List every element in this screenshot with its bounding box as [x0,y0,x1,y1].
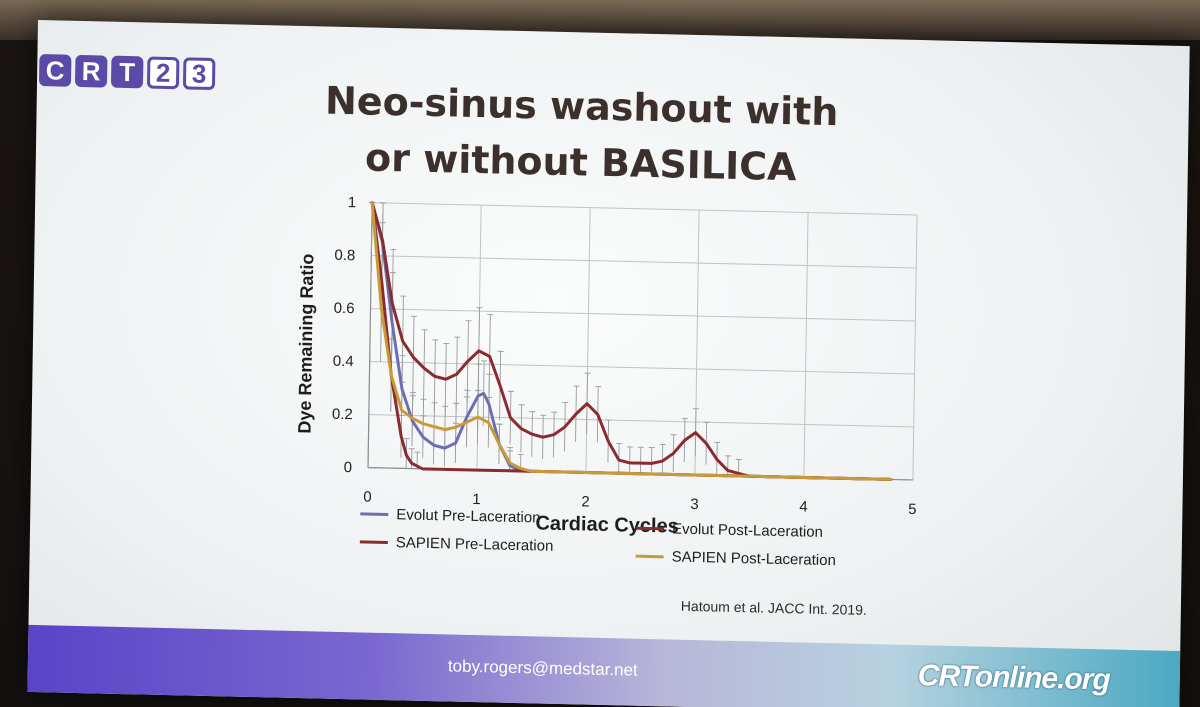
washout-chart: 0 1 2 3 4 5 0 0.2 0.4 0.6 0.8 1 Cardiac Cycles Dye Re… [251,170,957,596]
legend-swatch [360,512,389,517]
crt23-logo: C R T 2 3 [38,54,216,91]
legend-item-evolut-pre: Evolut Pre-Laceration [360,505,541,527]
legend-item-sapien-post: SAPIEN Post-Laceration [635,548,836,570]
legend-label: SAPIEN Pre-Laceration [395,534,554,555]
series-line [370,201,893,481]
grid-line-horizontal [372,202,918,216]
x-tick-label: 5 [908,501,917,518]
legend-label: Evolut Post-Laceration [671,520,824,541]
logo-letter: 3 [182,57,216,91]
footer-email: toby.rogers@medstar.net [447,656,638,680]
presentation-slide: C R T 2 3 Neo-sinus washout with or with… [27,20,1190,707]
logo-letter: T [110,55,144,89]
series-line [370,201,893,481]
legend-swatch [359,540,388,545]
chart-legend: Evolut Pre-Laceration Evolut Post-Lacera… [359,505,920,578]
y-tick-label: 0.6 [334,300,355,317]
x-axis-label: Cardiac Cycles [535,512,679,537]
x-tick-label: 4 [799,498,808,515]
x-tick-label: 3 [690,496,699,513]
x-tick-label: 0 [363,488,372,505]
grid-line-horizontal [370,308,916,322]
series-line [370,201,893,481]
y-tick-label: 0.2 [332,406,353,423]
washout-chart-svg: 0 1 2 3 4 5 0 0.2 0.4 0.6 0.8 1 Cardiac Cycles Dye Re… [295,194,918,538]
y-axis-label: Dye Remaining Ratio [295,253,318,433]
grid-line-horizontal [371,255,917,269]
y-tick-label: 0 [344,459,353,476]
slide-footer: toby.rogers@medstar.net CRTonline.org [27,624,1181,707]
legend-swatch [635,554,664,559]
grid-line-vertical [912,214,918,480]
crtonline-logo: CRTonline.org [917,659,1111,697]
legend-swatch [636,526,665,531]
legend-item-evolut-post: Evolut Post-Laceration [636,520,823,541]
logo-letter: R [74,54,108,88]
x-tick-label: 1 [472,491,481,508]
y-tick-label: 1 [348,194,357,211]
x-tick-label: 2 [581,493,590,510]
legend-label: Evolut Pre-Laceration [396,506,541,527]
grid-line-vertical [803,212,809,478]
grid-line-horizontal [369,361,915,375]
logo-letter: C [38,54,72,87]
y-tick-label: 0.8 [334,247,355,264]
legend-item-sapien-pre: SAPIEN Pre-Laceration [359,533,554,555]
grid-line-horizontal [368,414,914,428]
y-tick-label: 0.4 [333,353,354,370]
legend-label: SAPIEN Post-Laceration [671,548,836,570]
series-line [370,201,893,481]
citation-text: Hatoum et al. JACC Int. 2019. [680,597,867,618]
logo-letter: 2 [146,56,180,90]
